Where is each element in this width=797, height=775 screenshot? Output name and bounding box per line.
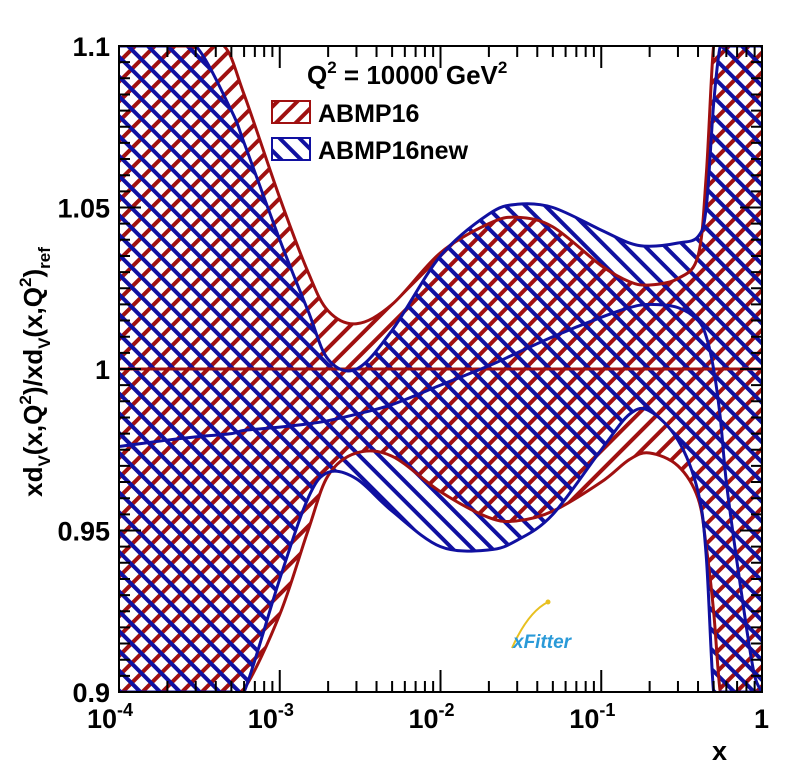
xfitter-watermark: xFitter xyxy=(512,632,573,653)
q2-annotation: Q2 = 10000 GeV2 xyxy=(307,58,507,90)
x-tick-labels: 10-4 10-3 10-2 10-1 1 xyxy=(87,700,769,734)
legend-swatch-abmp16 xyxy=(271,100,311,124)
legend-label-abmp16new: ABMP16new xyxy=(318,137,469,165)
x-tick-label: 10-3 xyxy=(248,700,294,734)
legend-label-abmp16: ABMP16 xyxy=(318,100,419,128)
y-tick-label: 0.9 xyxy=(72,678,110,708)
x-axis-label: x xyxy=(712,736,727,766)
central-line-abmp16new xyxy=(119,302,762,692)
x-tick-label: 10-1 xyxy=(569,700,615,734)
legend-swatch-abmp16new xyxy=(271,137,311,161)
legend-entry-abmp16new: ABMP16new xyxy=(271,137,469,165)
x-tick-label: 10-2 xyxy=(409,700,455,734)
lower-edge-abmp16 xyxy=(119,449,762,692)
y-tick-labels: 0.9 0.95 1 1.05 1.1 xyxy=(57,32,110,708)
y-tick-label: 1.1 xyxy=(72,32,110,62)
lower-edge-abmp16new xyxy=(119,406,762,692)
axis-ticks xyxy=(118,45,762,693)
x-tick-label: 10-4 xyxy=(87,700,133,734)
tick-marks xyxy=(118,45,762,693)
y-tick-label: 0.95 xyxy=(57,517,110,547)
logo-swoosh xyxy=(511,601,549,649)
y-axis-label: xdV(x,Q2)/xdV(x,Q2)ref xyxy=(16,247,54,497)
y-tick-label: 1.05 xyxy=(57,194,110,224)
central-curves xyxy=(119,46,762,692)
upper-edge-abmp16 xyxy=(119,46,762,326)
legend: ABMP16 ABMP16new xyxy=(271,100,469,165)
xfitter-logo: xFitter xyxy=(511,599,573,653)
y-tick-label: 1 xyxy=(95,355,110,385)
legend-entry-abmp16: ABMP16 xyxy=(271,100,419,128)
upper-edge-abmp16new xyxy=(119,46,762,373)
x-tick-label: 1 xyxy=(754,704,769,734)
